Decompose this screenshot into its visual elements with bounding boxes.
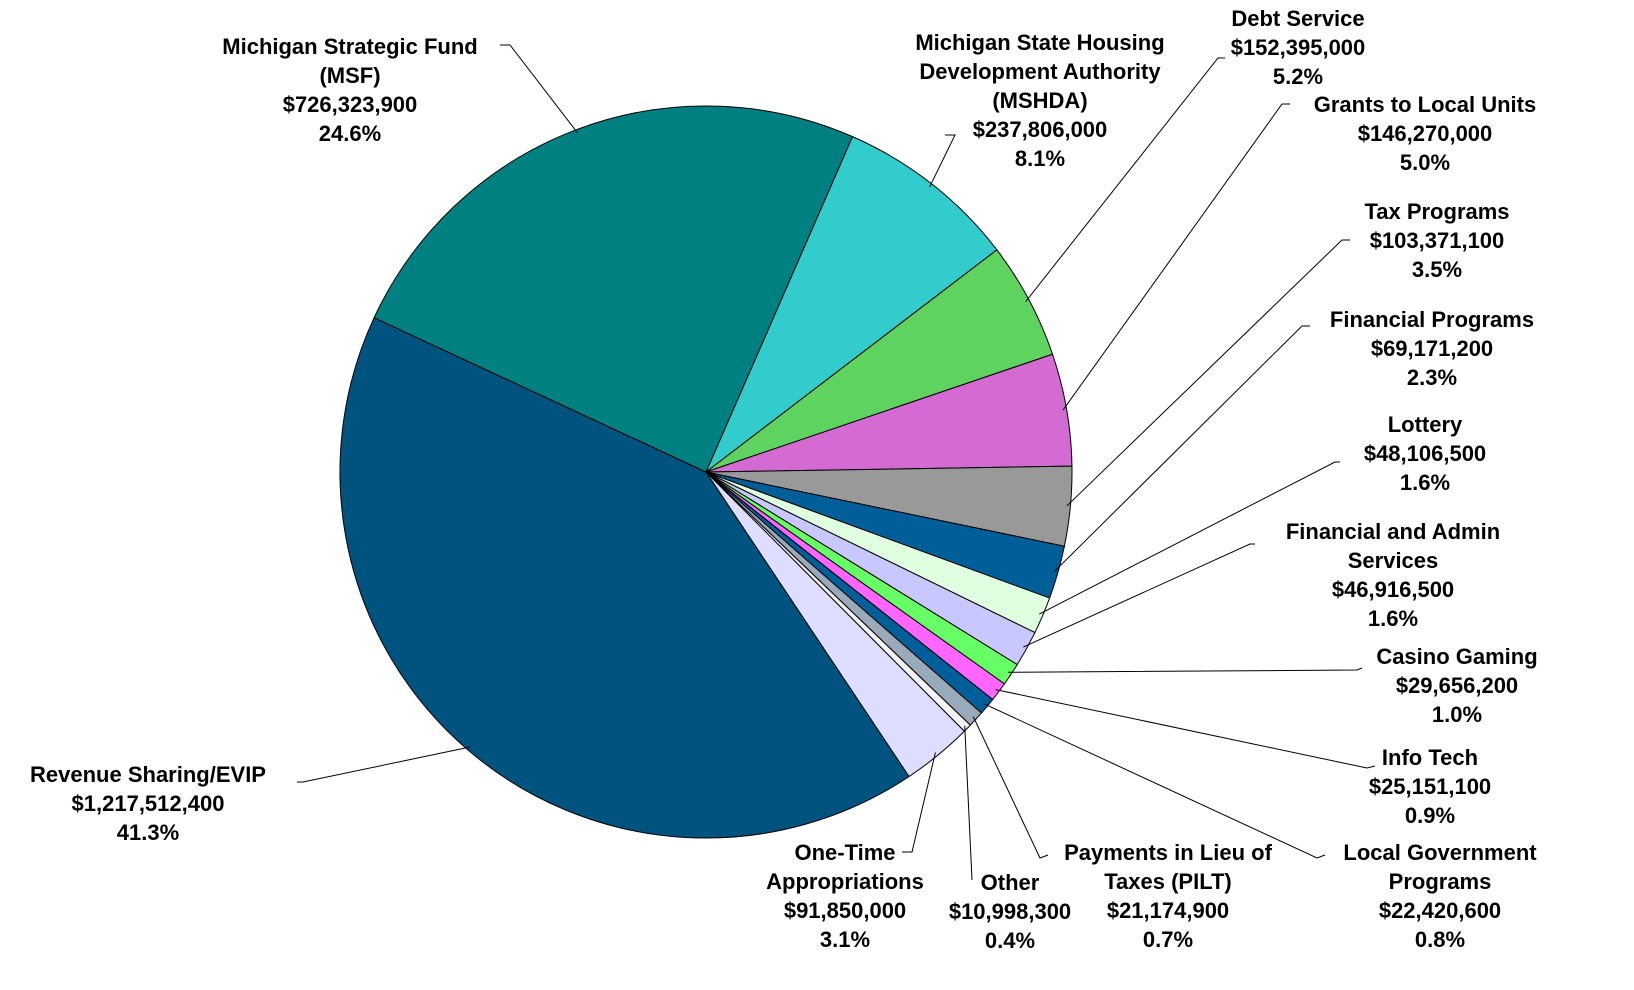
slice-name: Local Government Programs — [1343, 840, 1537, 894]
slice-name: Lottery — [1387, 412, 1463, 437]
slice-value: $69,171,200 — [1370, 336, 1494, 361]
slice-label: Financial Programs $69,171,200 2.3% — [1302, 305, 1562, 392]
leader-line — [297, 746, 471, 783]
slice-value: $29,656,200 — [1395, 673, 1519, 698]
pie-slice — [704, 135, 998, 474]
slice-percent: 5.2% — [1272, 64, 1324, 89]
slice-name: Debt Service — [1231, 6, 1365, 31]
slice-name: Tax Programs — [1364, 199, 1510, 224]
slice-name: Michigan State Housing Development Autho… — [915, 30, 1165, 113]
slice-name: Financial and Admin Services — [1285, 519, 1501, 573]
slice-value: $22,420,600 — [1378, 898, 1502, 923]
leader-line — [902, 752, 936, 853]
leader-line — [1025, 57, 1225, 302]
slice-label: Tax Programs $103,371,100 3.5% — [1337, 197, 1537, 284]
slice-name: One-Time Appropriations — [766, 840, 924, 894]
slice-name: Casino Gaming — [1376, 644, 1538, 669]
slice-percent: 5.0% — [1399, 150, 1451, 175]
leader-line — [1066, 239, 1350, 507]
slice-name: Payments in Lieu of Taxes (PILT) — [1064, 840, 1272, 894]
slice-label: Grants to Local Units $146,270,000 5.0% — [1285, 90, 1565, 177]
slice-label: Michigan State Housing Development Autho… — [880, 28, 1200, 173]
slice-value: $237,806,000 — [972, 117, 1108, 142]
leader-line — [500, 44, 579, 134]
slice-value: $25,151,100 — [1368, 774, 1492, 799]
slice-label: Info Tech $25,151,100 0.9% — [1330, 743, 1530, 830]
leader-line — [1007, 667, 1363, 673]
slice-value: $46,916,500 — [1331, 577, 1455, 602]
slice-label: Michigan Strategic Fund (MSF) $726,323,90… — [190, 32, 510, 148]
slice-percent: 0.4% — [984, 928, 1036, 953]
slice-label: Debt Service $152,395,000 5.2% — [1178, 4, 1418, 91]
leader-line — [929, 134, 956, 188]
slice-value: $726,323,900 — [282, 92, 418, 117]
pie-slice — [373, 105, 854, 473]
leader-line — [1062, 103, 1290, 411]
slice-label: One-Time Appropriations $91,850,000 3.1% — [760, 838, 930, 954]
slice-value: $10,998,300 — [948, 899, 1072, 924]
slice-value: $152,395,000 — [1230, 35, 1366, 60]
leader-line — [1039, 461, 1340, 615]
slice-percent: 1.6% — [1367, 606, 1419, 631]
slice-name: Revenue Sharing/EVIP — [30, 762, 266, 787]
slice-percent: 3.5% — [1411, 257, 1463, 282]
slice-value: $1,217,512,400 — [71, 791, 225, 816]
leader-line — [995, 689, 1376, 769]
slice-name: Info Tech — [1381, 745, 1479, 770]
slice-percent: 2.3% — [1406, 365, 1458, 390]
slice-percent: 8.1% — [1014, 146, 1066, 171]
slice-label: Lottery $48,106,500 1.6% — [1325, 410, 1525, 497]
leader-line — [984, 703, 1326, 859]
slice-label: Revenue Sharing/EVIP $1,217,512,400 41.3% — [0, 760, 298, 847]
slice-value: $146,270,000 — [1357, 121, 1493, 146]
leader-line — [972, 716, 1049, 859]
slice-percent: 1.6% — [1399, 470, 1451, 495]
slice-label: Casino Gaming $29,656,200 1.0% — [1347, 642, 1567, 729]
pie-slice — [339, 317, 910, 839]
leader-line — [964, 725, 973, 881]
slice-percent: 41.3% — [116, 820, 180, 845]
slice-name: Michigan Strategic Fund (MSF) — [222, 34, 478, 88]
slice-percent: 0.7% — [1142, 927, 1194, 952]
slice-value: $91,850,000 — [783, 898, 907, 923]
slice-label: Other $10,998,300 0.4% — [935, 868, 1085, 955]
slice-label: Local Government Programs $22,420,600 0.8% — [1320, 838, 1560, 954]
slice-value: $48,106,500 — [1363, 441, 1487, 466]
slice-percent: 3.1% — [819, 927, 871, 952]
slice-percent: 24.6% — [318, 121, 382, 146]
slice-value: $21,174,900 — [1106, 898, 1230, 923]
leader-line — [1054, 325, 1310, 572]
slice-name: Financial Programs — [1329, 307, 1535, 332]
slice-label: Financial and Admin Services $46,916,500 1… — [1258, 517, 1528, 633]
slice-name: Grants to Local Units — [1313, 92, 1537, 117]
slice-percent: 1.0% — [1431, 702, 1483, 727]
leader-line — [1023, 543, 1255, 648]
slice-name: Other — [980, 870, 1040, 895]
slice-percent: 0.8% — [1414, 927, 1466, 952]
slice-percent: 0.9% — [1404, 803, 1456, 828]
slice-label: Payments in Lieu of Taxes (PILT) $21,174,… — [1038, 838, 1298, 954]
slice-value: $103,371,100 — [1369, 228, 1505, 253]
